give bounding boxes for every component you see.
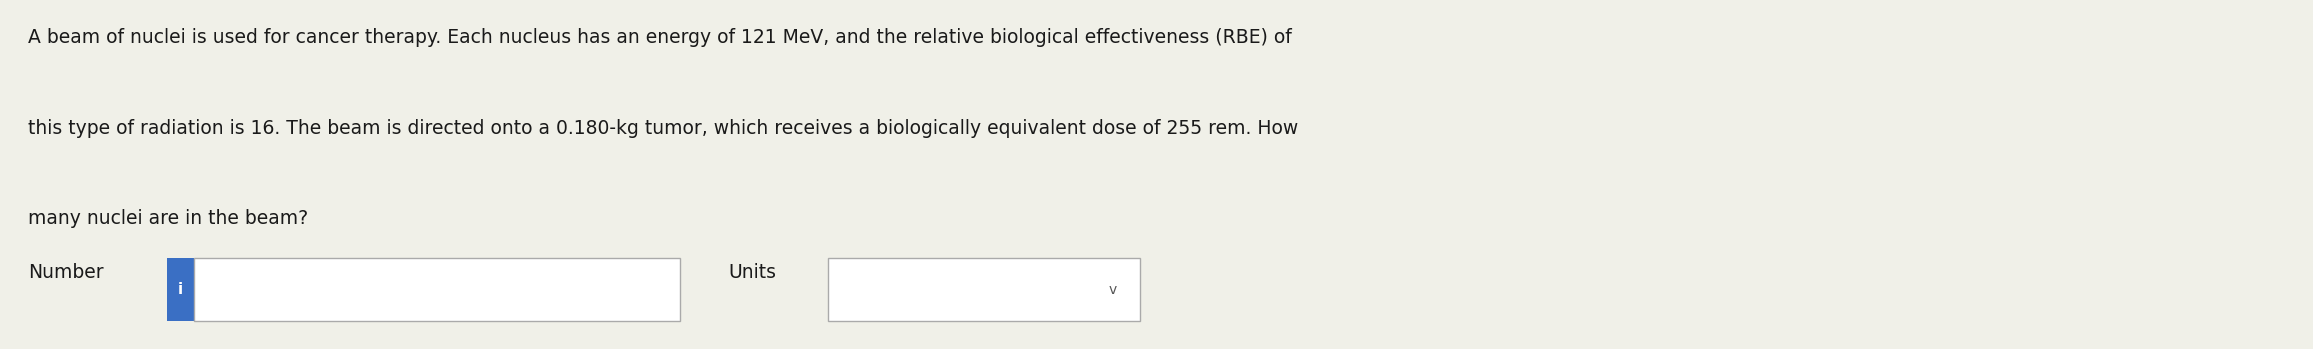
Text: v: v <box>1108 283 1117 297</box>
Text: A beam of nuclei is used for cancer therapy. Each nucleus has an energy of 121 M: A beam of nuclei is used for cancer ther… <box>28 28 1291 47</box>
Text: Number: Number <box>28 263 104 282</box>
Text: Units: Units <box>729 263 777 282</box>
Text: this type of radiation is 16. The beam is directed onto a 0.180-kg tumor, which : this type of radiation is 16. The beam i… <box>28 119 1298 138</box>
FancyBboxPatch shape <box>194 258 680 321</box>
Text: i: i <box>178 282 183 297</box>
FancyBboxPatch shape <box>828 258 1140 321</box>
Text: many nuclei are in the beam?: many nuclei are in the beam? <box>28 209 308 228</box>
FancyBboxPatch shape <box>167 258 194 321</box>
